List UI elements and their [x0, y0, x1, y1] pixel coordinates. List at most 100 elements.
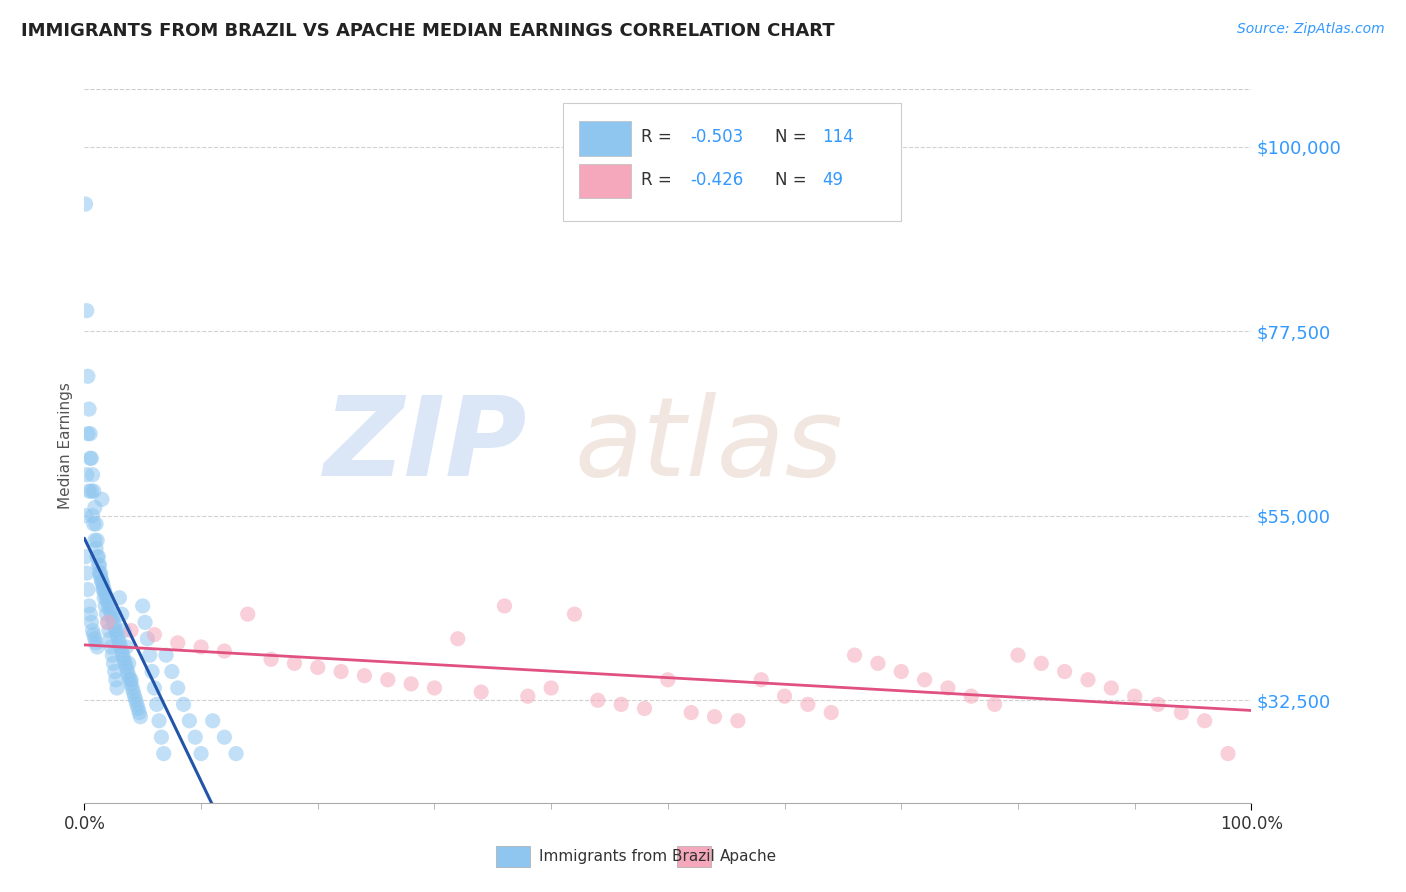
Point	[960, 689, 983, 703]
Point	[101, 648, 124, 662]
FancyBboxPatch shape	[496, 846, 530, 867]
Point	[107, 632, 129, 646]
Point	[260, 652, 283, 666]
Point	[76, 369, 98, 384]
Point	[82, 467, 104, 482]
Point	[516, 689, 538, 703]
Point	[105, 681, 128, 695]
Point	[773, 689, 796, 703]
Point	[75, 549, 97, 564]
Point	[75, 197, 97, 211]
Point	[100, 640, 122, 654]
Point	[83, 632, 105, 646]
Point	[1170, 706, 1192, 720]
Point	[103, 615, 125, 630]
Point	[90, 492, 112, 507]
Point	[105, 627, 128, 641]
Point	[283, 657, 305, 671]
Point	[681, 706, 703, 720]
Point	[118, 673, 141, 687]
Point	[160, 665, 183, 679]
Point	[114, 657, 136, 671]
Point	[97, 595, 120, 609]
Point	[540, 681, 562, 695]
Point	[82, 624, 104, 638]
Point	[83, 500, 105, 515]
Point	[138, 648, 160, 662]
Point	[76, 467, 98, 482]
Point	[76, 303, 98, 318]
Point	[1147, 698, 1170, 712]
Text: Immigrants from Brazil: Immigrants from Brazil	[540, 849, 716, 863]
Point	[214, 644, 236, 658]
Text: R =: R =	[641, 128, 678, 146]
Text: Apache: Apache	[720, 849, 778, 863]
Point	[118, 668, 141, 682]
Point	[100, 607, 122, 622]
Point	[86, 640, 108, 654]
Point	[111, 648, 134, 662]
Point	[377, 673, 399, 687]
Point	[96, 591, 118, 605]
Text: 114: 114	[823, 128, 853, 146]
Point	[399, 677, 422, 691]
Point	[129, 709, 152, 723]
Point	[1123, 689, 1146, 703]
Point	[166, 636, 188, 650]
Point	[108, 636, 131, 650]
Point	[797, 698, 820, 712]
Point	[120, 673, 142, 687]
Point	[110, 640, 132, 654]
Point	[820, 706, 842, 720]
Point	[93, 591, 115, 605]
Text: N =: N =	[775, 128, 813, 146]
Point	[1077, 673, 1099, 687]
FancyBboxPatch shape	[562, 103, 901, 221]
Point	[141, 665, 163, 679]
Point	[179, 714, 201, 728]
Point	[79, 426, 101, 441]
Point	[77, 599, 100, 613]
Point	[120, 624, 142, 638]
Point	[115, 640, 138, 654]
Point	[101, 611, 124, 625]
Point	[128, 706, 150, 720]
Point	[844, 648, 866, 662]
Point	[1007, 648, 1029, 662]
Point	[86, 533, 108, 548]
Point	[1099, 681, 1122, 695]
Point	[586, 693, 609, 707]
Point	[866, 657, 889, 671]
Point	[610, 698, 633, 712]
Point	[150, 730, 173, 744]
Point	[87, 558, 110, 572]
Text: -0.426: -0.426	[690, 171, 744, 189]
Point	[143, 681, 166, 695]
Point	[914, 673, 936, 687]
Point	[76, 566, 98, 581]
Point	[104, 624, 127, 638]
Point	[307, 660, 329, 674]
Point	[83, 533, 105, 548]
Point	[84, 516, 107, 531]
Point	[148, 714, 170, 728]
Point	[447, 632, 470, 646]
Point	[190, 640, 212, 654]
Point	[84, 636, 107, 650]
Point	[749, 673, 772, 687]
Point	[108, 591, 131, 605]
Point	[121, 681, 143, 695]
Point	[125, 693, 148, 707]
Point	[136, 632, 159, 646]
Point	[214, 730, 236, 744]
Text: IMMIGRANTS FROM BRAZIL VS APACHE MEDIAN EARNINGS CORRELATION CHART: IMMIGRANTS FROM BRAZIL VS APACHE MEDIAN …	[21, 22, 835, 40]
Point	[90, 574, 112, 589]
Point	[82, 508, 104, 523]
Point	[657, 673, 679, 687]
Text: Source: ZipAtlas.com: Source: ZipAtlas.com	[1237, 22, 1385, 37]
Point	[727, 714, 749, 728]
Point	[124, 689, 146, 703]
Point	[703, 709, 725, 723]
Point	[77, 402, 100, 417]
Point	[936, 681, 959, 695]
